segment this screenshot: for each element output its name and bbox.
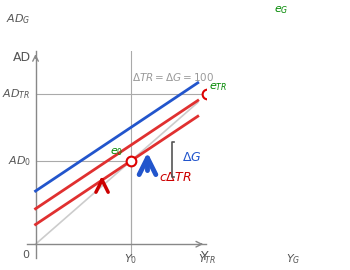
Text: $Y_0$: $Y_0$ — [124, 252, 138, 266]
Text: $Y_{TR}$: $Y_{TR}$ — [198, 252, 216, 266]
Text: $AD_{TR}$: $AD_{TR}$ — [2, 87, 31, 101]
Text: $AD_0$: $AD_0$ — [7, 154, 31, 168]
Text: $e_G$: $e_G$ — [274, 4, 288, 16]
Text: $AD_G$: $AD_G$ — [6, 12, 31, 26]
Text: $\Delta G$: $\Delta G$ — [182, 151, 201, 164]
Text: $e_{TR}$: $e_{TR}$ — [209, 81, 227, 93]
Text: $\Delta TR = \Delta G = 100$: $\Delta TR = \Delta G = 100$ — [132, 71, 215, 83]
Text: $e_0$: $e_0$ — [110, 146, 123, 158]
Text: Y: Y — [201, 250, 209, 263]
Text: $Y_G$: $Y_G$ — [286, 252, 300, 266]
Text: AD: AD — [13, 51, 31, 64]
Text: 0: 0 — [22, 250, 29, 260]
Text: $c\Delta TR$: $c\Delta TR$ — [159, 171, 191, 184]
